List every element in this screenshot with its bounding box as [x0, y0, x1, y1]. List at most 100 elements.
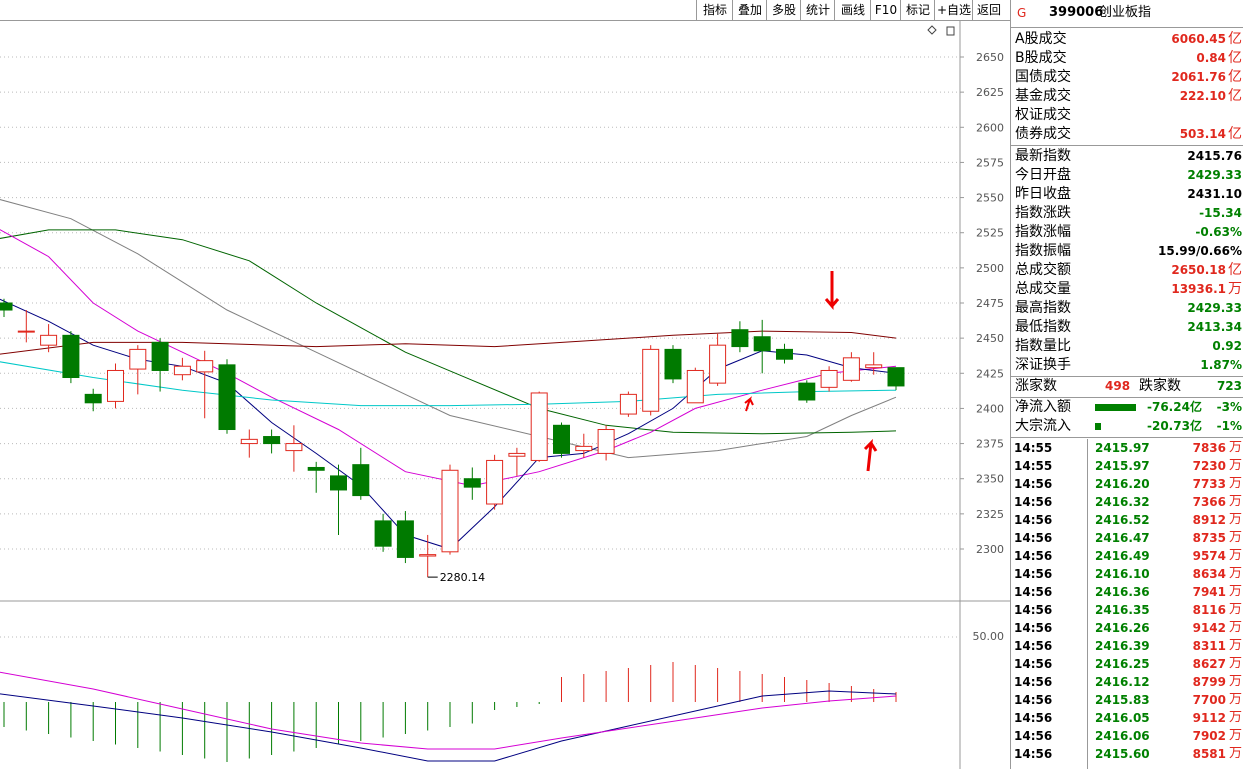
tick-unit: 万 — [1228, 746, 1242, 761]
row-label: 国债成交 — [1015, 69, 1071, 85]
back-button[interactable]: 返回 — [972, 0, 1005, 20]
row-value: 2429.33 — [1187, 301, 1242, 315]
y-tick-label: 2650 — [976, 51, 1004, 64]
row-label: 最低指数 — [1015, 319, 1071, 335]
ma-green-line — [0, 229, 897, 435]
tick-row: 14:56 2416.49 9574 万 — [1011, 547, 1243, 565]
tick-price: 2416.26 — [1095, 621, 1150, 635]
indicator-button[interactable]: 指标 — [696, 0, 733, 20]
dif-line — [0, 690, 897, 762]
candle-body — [62, 334, 80, 379]
row-label: 权证成交 — [1015, 107, 1071, 123]
low-price-label: 2280.14 — [440, 571, 486, 584]
index-row: 指数振幅 15.99/0.66% — [1011, 242, 1243, 261]
tick-price: 2416.39 — [1095, 639, 1150, 653]
candle-body — [753, 336, 771, 352]
candle-body — [820, 369, 838, 388]
chart-toolbar: 指标 叠加 多股 统计 画线 F10 标记 +自选 返回 — [0, 0, 1010, 21]
flow-value: -76.24亿 — [1147, 400, 1202, 414]
volume-row: A股成交 6060.45 亿 — [1011, 30, 1243, 49]
tick-price: 2416.25 — [1095, 657, 1150, 671]
red-arrow-up-icon — [863, 438, 878, 472]
up-count-label: 涨家数 — [1015, 378, 1057, 394]
candle-body — [151, 341, 169, 371]
candle-body — [709, 344, 727, 384]
row-label: 总成交额 — [1015, 262, 1071, 278]
row-unit: 亿 — [1228, 88, 1242, 104]
row-value: 0.84 — [1196, 51, 1226, 65]
tick-column-divider — [1087, 439, 1088, 769]
tick-row: 14:56 2416.12 8799 万 — [1011, 673, 1243, 691]
tick-unit: 万 — [1228, 440, 1242, 455]
tick-volume: 8735 — [1192, 531, 1226, 545]
kline-chart[interactable]: 2650 2625 2600 2575 2550 2525 2500 2475 2450 2425… — [0, 21, 1010, 769]
volume-row: 权证成交 — [1011, 106, 1243, 125]
box-icon — [946, 26, 955, 36]
index-row: 总成交额 2650.18 亿 — [1011, 261, 1243, 280]
row-unit: 亿 — [1228, 126, 1242, 142]
candle-body — [352, 464, 370, 497]
tick-volume: 8311 — [1192, 639, 1226, 653]
add-watch-button[interactable]: +自选 — [934, 0, 973, 20]
tick-price: 2416.12 — [1095, 675, 1150, 689]
row-label: 指数量比 — [1015, 338, 1071, 354]
row-value: -15.34 — [1199, 206, 1242, 220]
row-value: 1.87% — [1200, 358, 1242, 372]
index-row: 总成交量 13936.1 万 — [1011, 280, 1243, 299]
mark-button[interactable]: 标记 — [900, 0, 935, 20]
tick-unit: 万 — [1228, 674, 1242, 689]
tick-row: 14:56 2415.83 7700 万 — [1011, 691, 1243, 709]
divider — [1011, 145, 1243, 146]
tick-unit: 万 — [1228, 512, 1242, 527]
tick-time: 14:56 — [1014, 693, 1053, 707]
index-row: 今日开盘 2429.33 — [1011, 166, 1243, 185]
index-row: 最高指数 2429.33 — [1011, 299, 1243, 318]
candle-body — [196, 360, 214, 373]
f10-button[interactable]: F10 — [870, 0, 901, 20]
row-unit: 万 — [1228, 281, 1242, 297]
row-label: 债券成交 — [1015, 126, 1071, 142]
tick-price: 2416.20 — [1095, 477, 1150, 491]
row-value: 13936.1 — [1171, 282, 1226, 296]
tick-price: 2416.10 — [1095, 567, 1150, 581]
tick-unit: 万 — [1228, 620, 1242, 635]
draw-button[interactable]: 画线 — [834, 0, 871, 20]
tick-row: 14:56 2416.05 9112 万 — [1011, 709, 1243, 727]
down-count-label: 跌家数 — [1139, 378, 1181, 394]
overlay-button[interactable]: 叠加 — [732, 0, 767, 20]
candle-body — [218, 364, 236, 431]
row-value: 2415.76 — [1187, 149, 1242, 163]
y-tick-label: 2400 — [976, 402, 1004, 415]
candle-body — [307, 466, 325, 471]
candle-body — [553, 424, 570, 454]
index-row: 最新指数 2415.76 — [1011, 147, 1243, 166]
market-marker: G — [1017, 6, 1027, 20]
multi-button[interactable]: 多股 — [766, 0, 801, 20]
candle-body — [664, 348, 682, 380]
candle-body — [17, 330, 35, 333]
candle-body — [508, 452, 526, 457]
row-value: 222.10 — [1179, 89, 1226, 103]
index-header: G 399006 创业板指 — [1011, 0, 1243, 28]
candle-body — [463, 478, 481, 488]
y-tick-label: 2300 — [976, 543, 1004, 556]
tick-row: 14:56 2416.47 8735 万 — [1011, 529, 1243, 547]
row-label: 总成交量 — [1015, 281, 1071, 297]
row-label: 指数涨幅 — [1015, 224, 1071, 240]
tick-row: 14:56 2416.35 8116 万 — [1011, 601, 1243, 619]
candle-body — [731, 329, 749, 348]
tick-price: 2415.97 — [1095, 459, 1150, 473]
tick-row: 14:55 2415.97 7836 万 — [1011, 439, 1243, 457]
tick-row: 14:56 2416.10 8634 万 — [1011, 565, 1243, 583]
row-label: 指数振幅 — [1015, 243, 1071, 259]
flow-pct: -3% — [1216, 400, 1242, 414]
index-row: 指数涨跌 -15.34 — [1011, 204, 1243, 223]
tick-volume: 9574 — [1192, 549, 1226, 563]
row-value: 2650.18 — [1171, 263, 1226, 277]
index-row: 指数涨幅 -0.63% — [1011, 223, 1243, 242]
tick-price: 2416.49 — [1095, 549, 1150, 563]
row-unit: 亿 — [1228, 262, 1242, 278]
tick-unit: 万 — [1228, 692, 1242, 707]
index-name: 创业板指 — [1099, 5, 1152, 20]
stats-button[interactable]: 统计 — [800, 0, 835, 20]
